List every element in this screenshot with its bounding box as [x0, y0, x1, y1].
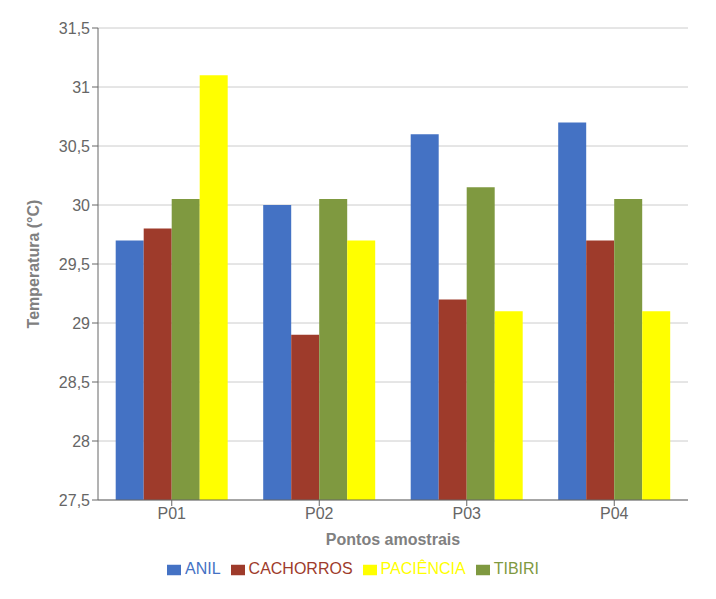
- svg-text:27,5: 27,5: [59, 492, 90, 509]
- svg-text:28,5: 28,5: [59, 374, 90, 391]
- svg-text:29,5: 29,5: [59, 256, 90, 273]
- svg-text:P03: P03: [453, 505, 482, 522]
- svg-text:31,5: 31,5: [59, 20, 90, 37]
- html-text:TIBIRI: TIBIRI: [493, 560, 539, 577]
- html-text:ANIL: ANIL: [185, 560, 221, 577]
- svg-text:29: 29: [72, 315, 90, 332]
- svg-text:Pontos amostrais: Pontos amostrais: [326, 531, 460, 548]
- svg-text:Temperatura (°C): Temperatura (°C): [25, 200, 42, 329]
- svg-text:P04: P04: [600, 505, 629, 522]
- html-text:PACIÊNCIA: PACIÊNCIA: [380, 560, 466, 577]
- svg-text:30: 30: [72, 197, 90, 214]
- svg-text:P01: P01: [158, 505, 187, 522]
- html-text:CACHORROS: CACHORROS: [248, 560, 353, 577]
- svg-text:P02: P02: [305, 505, 334, 522]
- svg-text:28: 28: [72, 433, 90, 450]
- svg-text:30,5: 30,5: [59, 138, 90, 155]
- svg-text:31: 31: [72, 79, 90, 96]
